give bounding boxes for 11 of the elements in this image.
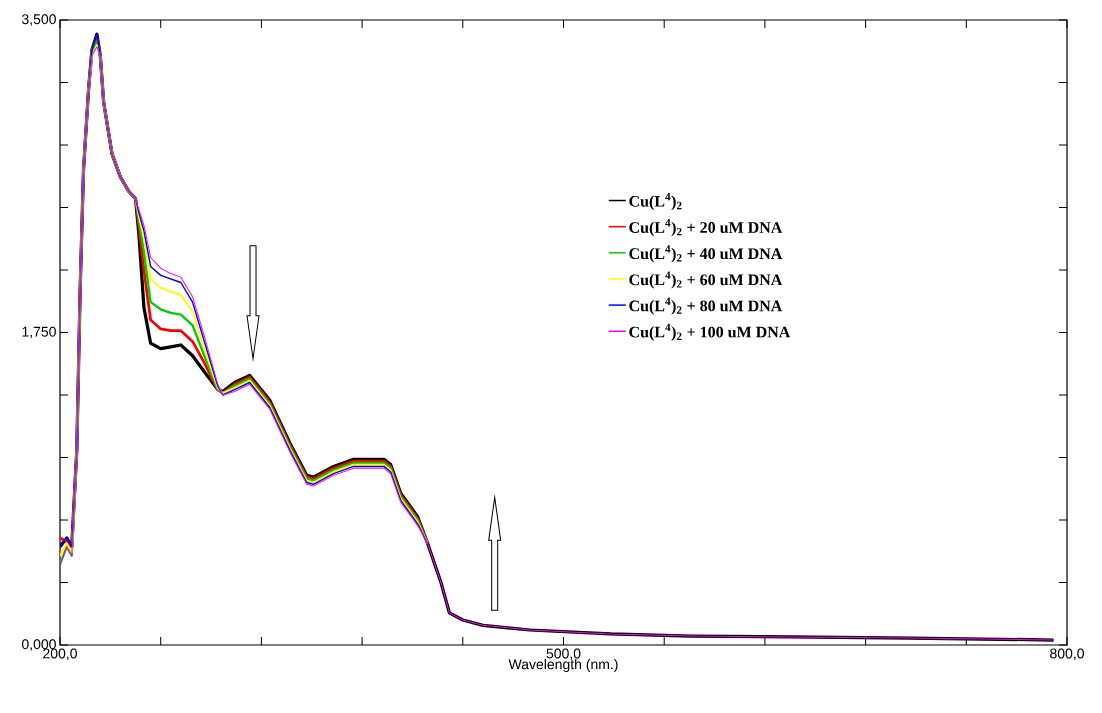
legend-label: Cu(L$^{4}$)$_{2}$ + 80 uM DNA <box>629 297 783 315</box>
y-tick-label: 1,750 <box>22 326 56 339</box>
legend-label: Cu(L$^{4}$)$_{2}$ + 100 uM DNA <box>629 323 791 341</box>
y-tick-label: 3,500 <box>21 14 56 26</box>
legend-label: Cu(L$^{4}$)$_{2}$ + 60 uM DNA <box>629 271 783 289</box>
x-axis-title: Wavelength (nm.) <box>508 658 618 673</box>
x-tick-label: 500,0 <box>546 648 581 661</box>
legend-label: Cu(L$^{4}$)$_{2}$ + 40 uM DNA <box>629 245 783 263</box>
x-tick-label: 800,0 <box>1050 648 1084 661</box>
legend-label: Cu(L$^{4}$)$_{2}$ <box>629 192 682 210</box>
legend-label: Cu(L$^{4}$)$_{2}$ + 20 uM DNA <box>629 219 783 237</box>
